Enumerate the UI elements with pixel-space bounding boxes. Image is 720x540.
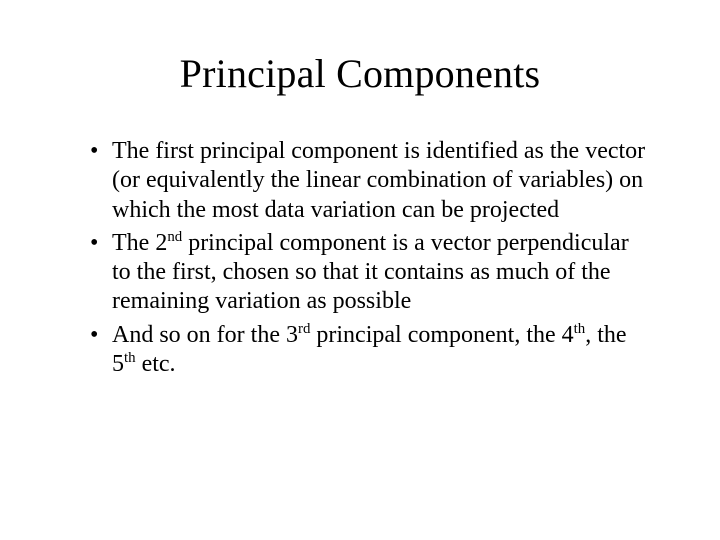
ordinal-suffix: nd <box>167 229 182 245</box>
bullet-text: The 2 <box>112 230 167 256</box>
bullet-list: The first principal component is identif… <box>70 137 650 379</box>
bullet-item: The first principal component is identif… <box>90 137 650 225</box>
bullet-text: And so on for the 3 <box>112 322 298 348</box>
ordinal-suffix: rd <box>298 321 310 337</box>
bullet-text: The first principal component is identif… <box>112 138 645 223</box>
slide: Principal Components The first principal… <box>0 0 720 540</box>
ordinal-suffix: th <box>574 321 586 337</box>
slide-title: Principal Components <box>70 50 650 97</box>
bullet-item: And so on for the 3rd principal componen… <box>90 321 650 380</box>
bullet-text: etc. <box>136 351 176 377</box>
bullet-item: The 2nd principal component is a vector … <box>90 229 650 317</box>
ordinal-suffix: th <box>124 350 136 366</box>
bullet-text: principal component, the 4 <box>310 322 573 348</box>
bullet-text: principal component is a vector perpendi… <box>112 230 629 315</box>
